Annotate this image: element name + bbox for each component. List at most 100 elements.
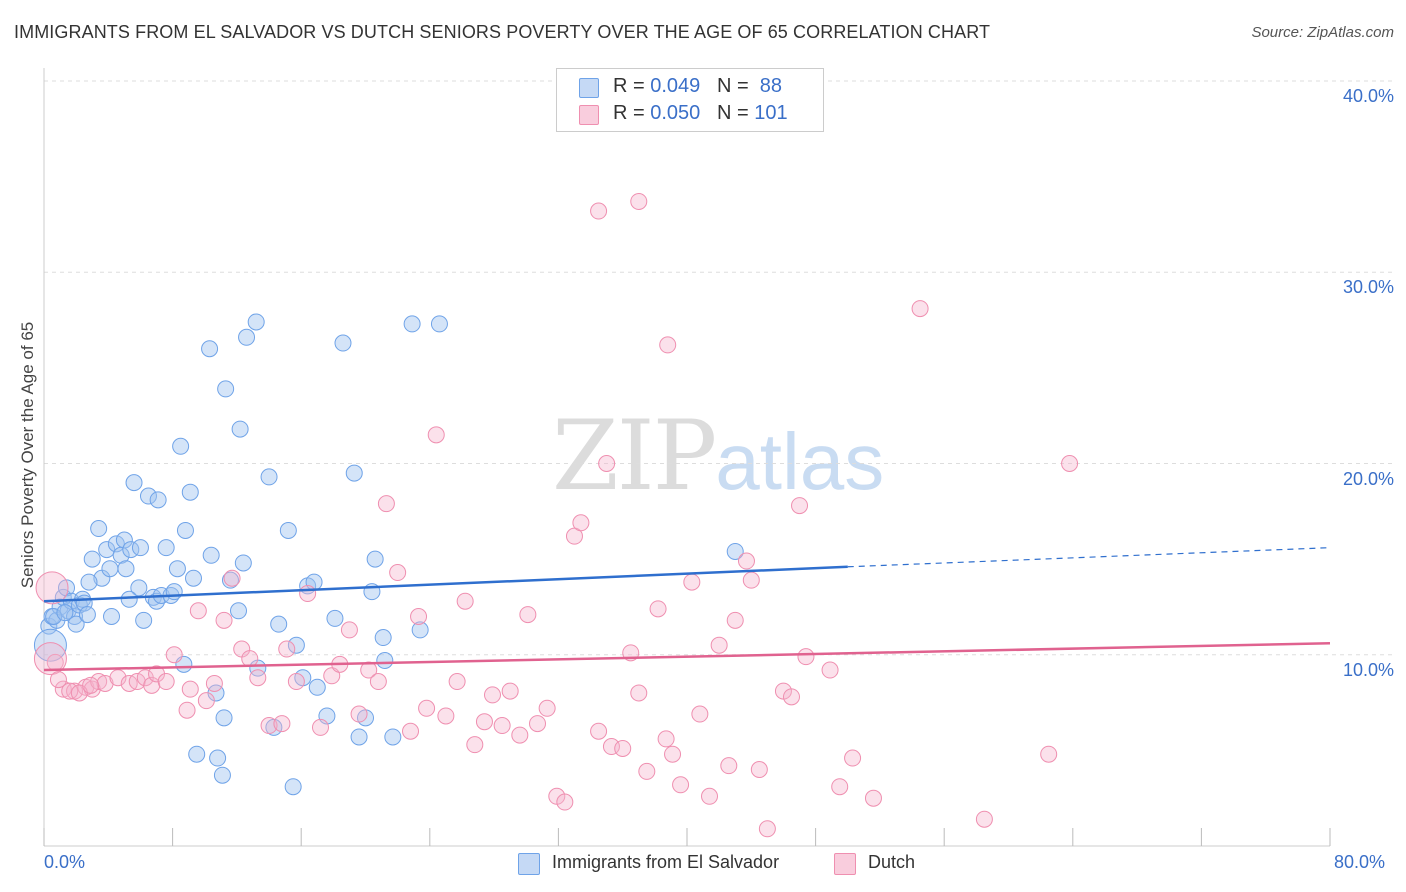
- data-point-dutch: [350, 705, 368, 723]
- data-point-el-salvador: [181, 483, 199, 501]
- data-point-el-salvador: [202, 546, 220, 564]
- data-point-el-salvador: [101, 560, 119, 578]
- data-point-dutch: [157, 673, 175, 691]
- data-point-dutch: [33, 642, 67, 676]
- data-point-el-salvador: [176, 521, 194, 539]
- y-tick-label-40: 40.0%: [1342, 86, 1394, 106]
- data-point-el-salvador: [117, 560, 135, 578]
- data-point-dutch: [456, 592, 474, 610]
- data-point-dutch: [437, 707, 455, 725]
- data-point-dutch: [82, 676, 100, 694]
- data-point-dutch: [90, 673, 108, 691]
- data-point-el-salvador: [103, 608, 121, 625]
- data-point-el-salvador: [98, 541, 116, 559]
- data-point-el-salvador: [139, 487, 157, 505]
- data-point-el-salvador: [215, 709, 233, 727]
- data-point-dutch: [1061, 455, 1079, 472]
- data-point-dutch: [701, 787, 719, 805]
- data-point-dutch: [466, 736, 484, 754]
- y-tick-label-20: 20.0%: [1342, 469, 1394, 489]
- data-point-el-salvador: [284, 778, 302, 796]
- data-point-dutch: [493, 717, 511, 735]
- data-point-el-salvador: [308, 678, 326, 696]
- data-point-el-salvador: [131, 539, 149, 557]
- bottom-legend-label-el-salvador: Immigrants from El Salvador: [552, 852, 780, 872]
- data-point-el-salvador: [345, 464, 363, 482]
- data-point-dutch: [590, 722, 608, 740]
- data-point-dutch: [128, 673, 146, 691]
- data-point-dutch: [791, 497, 809, 515]
- data-point-dutch: [649, 600, 667, 618]
- data-point-dutch: [165, 646, 183, 664]
- data-point-el-salvador: [188, 745, 206, 763]
- data-point-dutch: [821, 661, 839, 679]
- data-point-el-salvador: [366, 550, 384, 568]
- data-point-el-salvador: [115, 531, 133, 549]
- data-point-dutch: [205, 674, 223, 692]
- data-point-el-salvador: [83, 550, 101, 568]
- data-point-el-salvador: [165, 583, 183, 601]
- data-point-dutch: [831, 778, 849, 796]
- data-point-dutch: [538, 699, 556, 717]
- data-point-el-salvador: [125, 474, 143, 492]
- data-point-el-salvador: [120, 590, 138, 608]
- data-point-el-salvador: [411, 621, 429, 639]
- legend-r-label: R =: [613, 75, 651, 97]
- data-point-el-salvador: [168, 560, 186, 578]
- data-point-dutch: [241, 650, 259, 668]
- data-point-el-salvador: [58, 579, 76, 597]
- legend-r-value: 0.049: [650, 75, 701, 97]
- data-point-el-salvador: [78, 606, 96, 624]
- data-point-dutch: [35, 571, 69, 605]
- data-point-el-salvador: [217, 380, 235, 398]
- data-point-dutch: [249, 669, 267, 687]
- data-point-dutch: [483, 686, 501, 704]
- data-point-dutch: [737, 552, 755, 570]
- data-point-dutch: [181, 680, 199, 698]
- trend-line-el-salvador: [43, 565, 848, 603]
- data-point-dutch: [720, 757, 738, 775]
- legend-r-label: R =: [613, 102, 651, 124]
- data-point-el-salvador: [287, 636, 305, 654]
- watermark: ZIPatlas: [552, 400, 884, 512]
- data-point-dutch: [691, 705, 709, 723]
- legend-swatch-dutch: [579, 105, 599, 125]
- data-point-dutch: [630, 684, 648, 702]
- data-point-dutch: [975, 810, 993, 828]
- data-point-el-salvador: [56, 604, 74, 622]
- data-point-dutch: [598, 455, 616, 472]
- chart-source: Source: ZipAtlas.com: [1251, 24, 1394, 41]
- data-point-dutch: [758, 820, 776, 838]
- data-point-dutch: [49, 671, 67, 689]
- legend: R = 0.049 N = 88 R = 0.050 N = 101: [556, 68, 824, 132]
- data-point-dutch: [556, 793, 574, 811]
- data-point-dutch: [377, 495, 395, 513]
- data-point-el-salvador: [726, 542, 744, 560]
- data-point-el-salvador: [172, 437, 190, 455]
- data-point-dutch: [659, 336, 677, 354]
- data-point-el-salvador: [231, 420, 249, 438]
- data-point-el-salvador: [350, 728, 368, 746]
- data-point-dutch: [178, 701, 196, 719]
- data-point-dutch: [614, 739, 632, 757]
- legend-n-label: N =: [716, 102, 755, 124]
- data-point-el-salvador: [403, 315, 421, 333]
- data-point-el-salvador: [45, 608, 63, 625]
- data-point-el-salvador: [149, 491, 167, 509]
- data-point-el-salvador: [234, 554, 252, 572]
- data-point-el-salvador: [33, 628, 67, 662]
- data-point-dutch: [864, 789, 882, 807]
- data-point-dutch: [501, 682, 519, 700]
- data-point-dutch: [572, 514, 590, 532]
- bottom-legend-swatch-el-salvador: [518, 853, 540, 875]
- legend-text-dutch: R = 0.050 N = 101: [613, 102, 788, 125]
- data-point-dutch: [529, 715, 547, 733]
- data-point-dutch: [638, 762, 656, 780]
- bottom-legend-swatch-dutch: [834, 853, 856, 875]
- legend-r-value: 0.050: [650, 102, 701, 124]
- data-point-dutch: [260, 717, 278, 735]
- data-point-dutch: [657, 730, 675, 748]
- data-point-dutch: [418, 699, 436, 717]
- data-point-dutch: [782, 688, 800, 706]
- data-point-dutch: [710, 636, 728, 654]
